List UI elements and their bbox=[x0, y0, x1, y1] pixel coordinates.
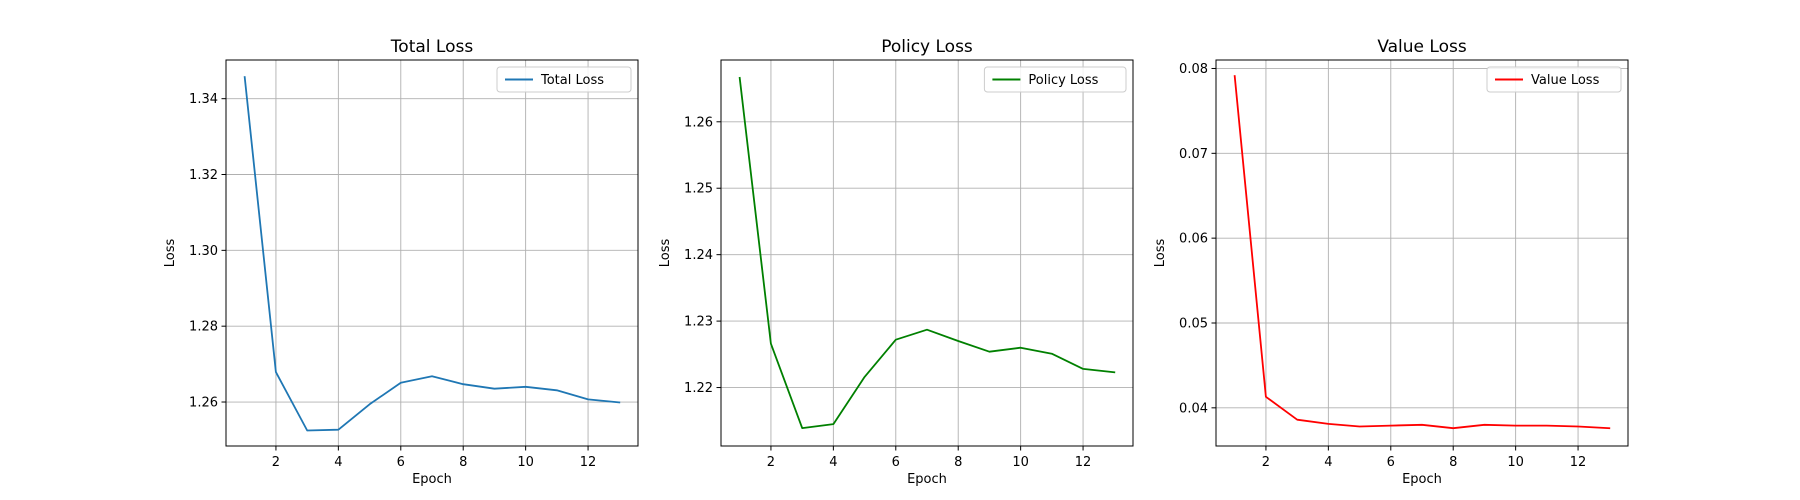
y-tick-label: 0.08 bbox=[1179, 62, 1208, 77]
y-tick-label: 0.04 bbox=[1179, 401, 1208, 416]
legend-label: Total Loss bbox=[540, 73, 604, 88]
x-tick-label: 8 bbox=[459, 455, 467, 470]
y-axis-label: Loss bbox=[1153, 239, 1168, 268]
x-tick-label: 6 bbox=[892, 455, 900, 470]
x-axis-label: Epoch bbox=[1402, 472, 1442, 487]
x-tick-label: 6 bbox=[397, 455, 405, 470]
y-tick-label: 1.28 bbox=[189, 320, 218, 335]
x-tick-label: 8 bbox=[954, 455, 962, 470]
policy-loss-series-line bbox=[738, 76, 1116, 430]
x-tick-label: 4 bbox=[1324, 455, 1332, 470]
x-axis-label: Epoch bbox=[412, 472, 452, 487]
legend: Policy Loss bbox=[983, 66, 1127, 93]
y-tick-label: 0.07 bbox=[1179, 147, 1208, 162]
x-tick-label: 12 bbox=[1570, 455, 1587, 470]
y-tick-label: 1.26 bbox=[189, 396, 218, 411]
chart-title: Total Loss bbox=[390, 37, 474, 57]
legend: Total Loss bbox=[496, 66, 632, 93]
y-tick-label: 1.22 bbox=[684, 381, 713, 396]
legend-box bbox=[1486, 66, 1622, 93]
x-tick-label: 2 bbox=[272, 455, 280, 470]
legend-label: Policy Loss bbox=[1028, 73, 1098, 88]
y-tick-label: 1.25 bbox=[684, 182, 713, 197]
x-tick-label: 4 bbox=[829, 455, 837, 470]
y-tick-label: 0.06 bbox=[1179, 232, 1208, 247]
x-tick-label: 12 bbox=[1075, 455, 1092, 470]
y-tick-label: 0.05 bbox=[1179, 316, 1208, 331]
y-tick-label: 1.24 bbox=[684, 248, 713, 263]
x-tick-label: 8 bbox=[1449, 455, 1457, 470]
total-loss-chart: 2 4 6 8 10 12 1.26 1.28 1.30 1.32 1.34 Total Loss Ep… bbox=[163, 37, 639, 487]
y-axis-label: Loss bbox=[163, 239, 178, 268]
y-tick-label: 1.30 bbox=[189, 244, 218, 259]
legend-label: Value Loss bbox=[1531, 73, 1600, 88]
chart-title: Policy Loss bbox=[881, 37, 973, 57]
y-tick-label: 1.32 bbox=[189, 168, 218, 183]
axes-frame bbox=[1215, 59, 1629, 447]
value-loss-series-line bbox=[1233, 75, 1611, 430]
legend-box bbox=[983, 66, 1127, 93]
value-loss-chart: 2 4 6 8 10 12 0.04 0.05 0.06 0.07 0.08 Value Loss Ep… bbox=[1153, 37, 1629, 487]
x-tick-label: 2 bbox=[1262, 455, 1270, 470]
axes-frame bbox=[225, 59, 639, 447]
x-tick-label: 2 bbox=[767, 455, 775, 470]
x-tick-label: 4 bbox=[334, 455, 342, 470]
x-tick-label: 10 bbox=[1012, 455, 1029, 470]
x-tick-label: 10 bbox=[517, 455, 534, 470]
legend: Value Loss bbox=[1486, 66, 1622, 93]
axes-frame bbox=[720, 59, 1134, 447]
x-axis-label: Epoch bbox=[907, 472, 947, 487]
y-tick-label: 1.23 bbox=[684, 315, 713, 330]
x-tick-label: 12 bbox=[580, 455, 597, 470]
policy-loss-chart: 2 4 6 8 10 12 1.22 1.23 1.24 1.25 1.26 Policy Loss E… bbox=[658, 37, 1134, 487]
legend-box bbox=[496, 66, 632, 93]
x-tick-label: 10 bbox=[1507, 455, 1524, 470]
total-loss-series-line bbox=[243, 76, 621, 432]
y-axis-label: Loss bbox=[658, 239, 673, 268]
chart-title: Value Loss bbox=[1377, 37, 1467, 57]
x-tick-label: 6 bbox=[1387, 455, 1395, 470]
y-tick-label: 1.26 bbox=[684, 115, 713, 130]
y-tick-label: 1.34 bbox=[189, 92, 218, 107]
